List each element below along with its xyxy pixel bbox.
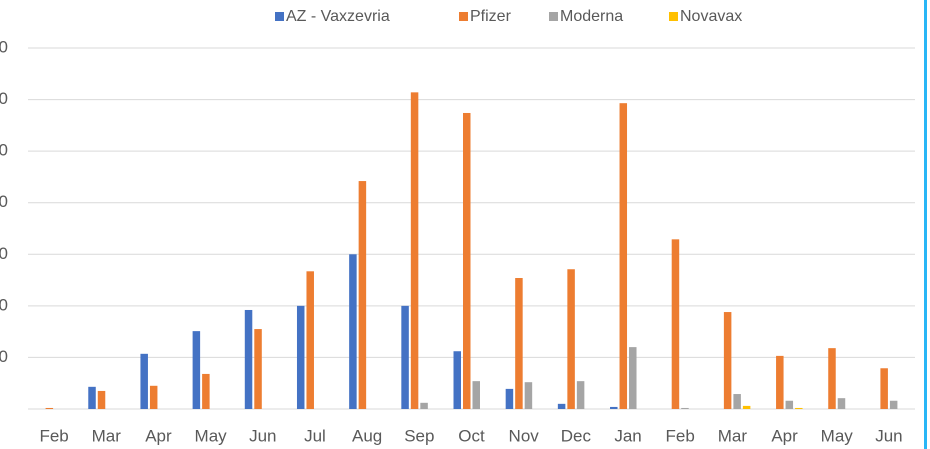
x-tick-label: Mar (718, 426, 748, 445)
bar (795, 407, 803, 409)
x-tick-label: Jul (304, 426, 326, 445)
bar (880, 368, 888, 409)
legend-swatch (275, 12, 284, 21)
bar (410, 92, 419, 409)
bar (742, 405, 751, 409)
y-tick-label: 200 (0, 295, 8, 314)
x-tick-label: Jun (875, 426, 902, 445)
bar (192, 331, 201, 409)
bar (358, 181, 367, 409)
y-tick-label: 700 (0, 37, 8, 56)
x-tick-label: May (195, 426, 228, 445)
bar (453, 351, 461, 409)
bar (97, 390, 106, 409)
legend-swatch (459, 12, 468, 21)
bar (629, 347, 637, 409)
x-tick-label: Dec (561, 426, 592, 445)
x-tick-label: Feb (39, 426, 68, 445)
bar (557, 403, 566, 409)
bar (733, 394, 741, 409)
y-tick-label: 300 (0, 244, 8, 263)
bar (723, 312, 732, 409)
bar (889, 400, 898, 409)
bar (45, 407, 54, 409)
bar (88, 386, 96, 409)
x-tick-label: Sep (404, 426, 434, 445)
bar (610, 406, 618, 409)
legend-label: Pfizer (470, 8, 512, 25)
bar (671, 239, 680, 409)
x-tick-label: Oct (458, 426, 485, 445)
x-tick-label: Nov (509, 426, 540, 445)
legend-label: AZ - Vaxzevria (286, 8, 390, 25)
bar (202, 373, 210, 409)
bar (244, 309, 253, 409)
bar (828, 348, 836, 409)
x-tick-label: Aug (352, 426, 382, 445)
y-tick-label: 500 (0, 141, 8, 160)
bar (420, 402, 428, 409)
legend-label: Moderna (560, 8, 623, 25)
bar (619, 103, 628, 409)
bar (140, 353, 148, 409)
bar (576, 381, 585, 409)
bar (785, 400, 794, 409)
x-tick-label: May (821, 426, 854, 445)
bar (505, 388, 514, 409)
bar (254, 329, 262, 409)
y-tick-label: 600 (0, 89, 8, 108)
bar (472, 381, 480, 409)
legend-swatch (669, 12, 678, 21)
x-tick-label: Mar (92, 426, 122, 445)
y-tick-label: 400 (0, 192, 8, 211)
x-tick-label: Apr (771, 426, 798, 445)
x-tick-label: Jun (249, 426, 276, 445)
selection-border (924, 0, 927, 449)
y-tick-label: 100 (0, 347, 8, 366)
legend-swatch (549, 12, 558, 21)
bar (401, 305, 409, 409)
bar (567, 269, 575, 409)
x-tick-label: Feb (666, 426, 695, 445)
bar (306, 271, 314, 409)
bar (296, 305, 305, 409)
bar (463, 112, 471, 409)
bar (837, 398, 846, 409)
bar (776, 355, 784, 409)
bar (349, 254, 357, 409)
x-tick-label: Jan (614, 426, 641, 445)
legend: AZ - Vaxzevria Pfizer Moderna Novavax (275, 8, 742, 25)
bar (149, 385, 158, 409)
bar (515, 278, 523, 409)
x-tick-label: Apr (145, 426, 172, 445)
legend-label: Novavax (680, 8, 742, 25)
bar (681, 407, 689, 409)
bar (524, 382, 533, 409)
